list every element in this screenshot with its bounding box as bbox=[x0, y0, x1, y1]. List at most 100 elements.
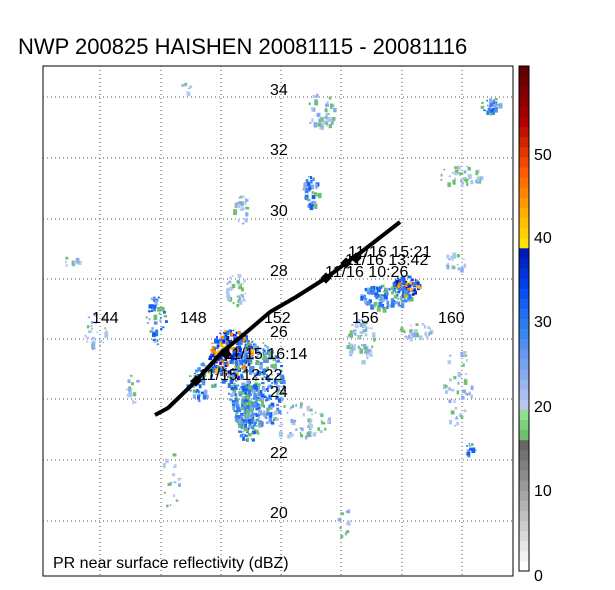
echo-pixel bbox=[310, 424, 313, 428]
echo-pixel bbox=[470, 180, 474, 185]
echo-pixel bbox=[416, 286, 419, 289]
echo-pixel bbox=[315, 186, 318, 189]
echo-pixel bbox=[443, 169, 446, 171]
echo-pixel bbox=[275, 360, 279, 363]
echo-pixel bbox=[326, 101, 329, 104]
echo-pixel bbox=[278, 424, 280, 427]
echo-pixel bbox=[271, 378, 274, 381]
echo-pixel bbox=[312, 107, 316, 112]
echo-pixel bbox=[373, 337, 376, 342]
echo-pixel bbox=[243, 414, 246, 418]
echo-pixel bbox=[241, 426, 244, 429]
echo-pixel bbox=[254, 345, 259, 352]
colorbar-swatch bbox=[519, 217, 529, 229]
echo-pixel bbox=[194, 372, 196, 375]
echo-pixel bbox=[305, 197, 307, 200]
echo-pixel bbox=[411, 328, 414, 330]
echo-pixel bbox=[240, 201, 244, 207]
echo-pixel bbox=[229, 286, 232, 291]
echo-pixel bbox=[256, 386, 260, 392]
echo-pixel bbox=[402, 300, 406, 303]
echo-pixel bbox=[258, 407, 261, 409]
echo-pixel bbox=[276, 372, 280, 377]
lat-label-28: 28 bbox=[270, 263, 288, 280]
lat-label-24: 24 bbox=[270, 384, 288, 401]
echo-pixel bbox=[457, 165, 461, 170]
echo-pixel bbox=[362, 329, 366, 333]
echo-pixel bbox=[228, 392, 231, 395]
echo-pixel bbox=[154, 341, 157, 343]
echo-pixel bbox=[183, 84, 187, 87]
echo-pixel bbox=[486, 99, 488, 102]
echo-pixel bbox=[65, 260, 67, 264]
echo-pixel bbox=[409, 281, 412, 285]
echo-pixel bbox=[270, 349, 272, 352]
echo-pixel bbox=[392, 282, 397, 288]
echo-pixel bbox=[273, 417, 277, 421]
echo-pixel bbox=[346, 345, 350, 349]
echo-pixel bbox=[247, 389, 252, 395]
echo-pixel bbox=[328, 123, 332, 129]
echo-pixel bbox=[149, 330, 154, 333]
lat-lon-grid bbox=[43, 66, 513, 576]
echo-pixel bbox=[216, 336, 218, 339]
echo-pixel bbox=[360, 334, 363, 337]
echo-pixel bbox=[249, 345, 252, 350]
echo-pixel bbox=[230, 393, 234, 397]
echo-pixel bbox=[225, 339, 229, 345]
echo-pixel bbox=[262, 351, 265, 355]
echo-pixel bbox=[243, 201, 247, 204]
echo-pixel bbox=[148, 304, 152, 309]
echo-pixel bbox=[152, 338, 156, 341]
echo-pixel bbox=[454, 378, 457, 380]
echo-pixel bbox=[268, 412, 273, 418]
echo-pixel bbox=[398, 305, 402, 307]
lon-label-152: 152 bbox=[264, 310, 291, 327]
echo-pixel bbox=[320, 413, 324, 417]
colorbar-swatch bbox=[519, 510, 529, 521]
echo-pixel bbox=[370, 286, 374, 290]
echo-pixel bbox=[400, 303, 405, 309]
echo-pixel bbox=[364, 351, 366, 354]
echo-pixel bbox=[91, 346, 95, 350]
echo-pixel bbox=[241, 195, 245, 198]
echo-pixel bbox=[254, 429, 259, 434]
echo-pixel bbox=[186, 92, 191, 97]
echo-pixel bbox=[261, 404, 265, 408]
echo-pixel bbox=[312, 95, 316, 98]
echo-pixel bbox=[404, 285, 408, 290]
colorbar-swatch bbox=[519, 126, 529, 138]
echo-pixel bbox=[449, 419, 453, 425]
colorbar-swatch bbox=[519, 399, 529, 410]
echo-pixel bbox=[262, 342, 265, 344]
echo-pixel bbox=[245, 434, 248, 437]
echo-pixel bbox=[489, 103, 493, 108]
echo-pixel bbox=[475, 177, 480, 182]
echo-pixel bbox=[449, 378, 452, 382]
echo-pixel bbox=[307, 204, 310, 208]
echo-pixel bbox=[302, 413, 306, 417]
echo-pixel bbox=[246, 437, 249, 442]
echo-pixel bbox=[444, 390, 449, 394]
colorbar-swatch bbox=[519, 268, 529, 279]
echo-pixel bbox=[197, 367, 201, 372]
echo-pixel bbox=[237, 398, 240, 401]
echo-pixel bbox=[361, 319, 364, 321]
echo-pixel bbox=[309, 419, 313, 423]
echo-pixel bbox=[365, 349, 369, 354]
echo-pixel bbox=[451, 266, 453, 270]
echo-pixel bbox=[364, 333, 368, 337]
echo-pixel bbox=[210, 377, 212, 379]
echo-pixel bbox=[463, 409, 467, 413]
echo-pixel bbox=[247, 349, 250, 352]
echo-pixel bbox=[463, 379, 468, 385]
echo-pixel bbox=[277, 398, 281, 403]
echo-pixel bbox=[392, 300, 396, 302]
echo-pixel bbox=[306, 191, 308, 193]
echo-pixel bbox=[279, 396, 284, 402]
echo-pixel bbox=[359, 349, 363, 354]
echo-pixel bbox=[257, 413, 261, 417]
echo-pixel bbox=[394, 286, 397, 288]
echo-pixel bbox=[300, 434, 304, 438]
echo-pixel bbox=[230, 354, 234, 358]
